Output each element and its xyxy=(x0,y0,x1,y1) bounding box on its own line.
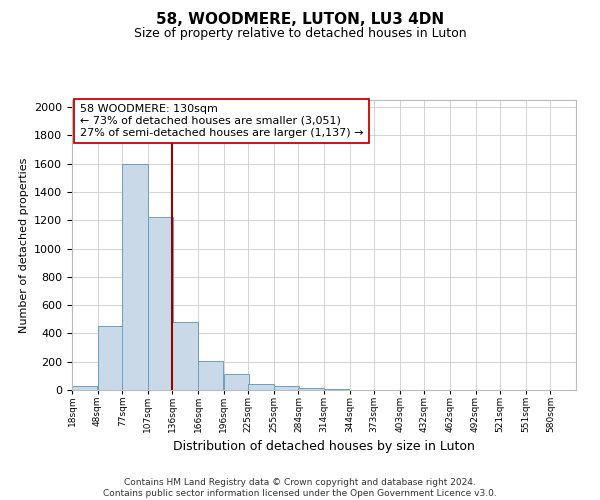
Text: 58, WOODMERE, LUTON, LU3 4DN: 58, WOODMERE, LUTON, LU3 4DN xyxy=(156,12,444,28)
Bar xyxy=(298,388,324,390)
Text: Size of property relative to detached houses in Luton: Size of property relative to detached ho… xyxy=(134,28,466,40)
Bar xyxy=(122,164,148,390)
Y-axis label: Number of detached properties: Number of detached properties xyxy=(19,158,29,332)
Bar xyxy=(248,384,274,390)
Bar xyxy=(72,386,97,390)
X-axis label: Distribution of detached houses by size in Luton: Distribution of detached houses by size … xyxy=(173,440,475,454)
Text: 58 WOODMERE: 130sqm
← 73% of detached houses are smaller (3,051)
27% of semi-det: 58 WOODMERE: 130sqm ← 73% of detached ho… xyxy=(80,104,363,138)
Bar xyxy=(98,326,123,390)
Text: Contains HM Land Registry data © Crown copyright and database right 2024.
Contai: Contains HM Land Registry data © Crown c… xyxy=(103,478,497,498)
Bar xyxy=(224,374,249,390)
Bar xyxy=(198,361,223,390)
Bar xyxy=(172,322,198,390)
Bar xyxy=(274,386,299,390)
Bar xyxy=(148,218,173,390)
